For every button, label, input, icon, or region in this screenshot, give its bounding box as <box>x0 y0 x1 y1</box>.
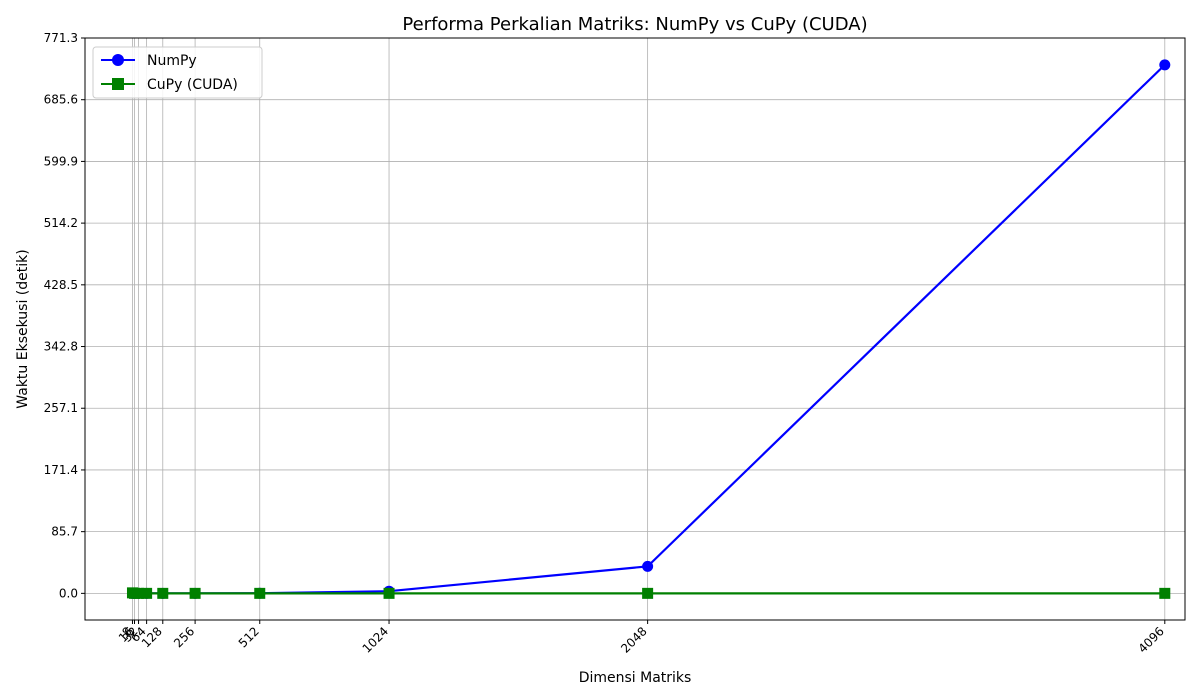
plot-frame <box>84 37 1186 621</box>
legend-cupy-marker <box>112 78 124 90</box>
y-tick-label: 771.3 <box>44 31 78 45</box>
y-tick-label: 85.7 <box>51 525 78 539</box>
legend-numpy-label: NumPy <box>147 53 197 69</box>
legend-cupy-label: CuPy (CUDA) <box>147 77 238 93</box>
data-point-cupy <box>189 587 201 599</box>
y-axis-ticks: 0.0 85.7 171.4 257.1 342.8 428.5 514.2 599.9 685… <box>44 31 85 600</box>
data-point-cupy <box>383 587 395 599</box>
data-point-cupy <box>254 587 266 599</box>
data-point-cupy <box>1159 587 1171 599</box>
legend-box <box>92 46 263 99</box>
data-point-cupy <box>157 587 169 599</box>
data-point-cupy <box>141 587 153 599</box>
y-tick-label: 599.9 <box>44 154 78 168</box>
y-tick-label: 342.8 <box>44 340 78 354</box>
legend: NumPy CuPy (CUDA) <box>92 46 263 99</box>
data-point-numpy <box>642 560 654 572</box>
y-tick-label: 171.4 <box>44 463 78 477</box>
data-point-cupy <box>133 587 145 599</box>
x-tick-label: 1024 <box>360 624 391 655</box>
data-point-numpy <box>1159 59 1171 71</box>
x-tick-label: 512 <box>236 624 262 650</box>
x-axis-label: Dimensi Matriks <box>579 670 692 686</box>
y-tick-label: 0.0 <box>59 586 78 600</box>
y-tick-label: 514.2 <box>44 216 78 230</box>
series-layer <box>126 59 1171 599</box>
x-tick-label: 256 <box>171 624 197 650</box>
data-point-cupy <box>642 587 654 599</box>
plot-background <box>85 38 1185 620</box>
x-tick-label: 4096 <box>1135 624 1166 655</box>
y-tick-label: 257.1 <box>44 401 78 415</box>
chart-title: Performa Perkalian Matriks: NumPy vs CuP… <box>402 14 867 35</box>
series-cupy <box>126 587 1171 599</box>
x-tick-label: 2048 <box>618 624 649 655</box>
y-tick-label: 428.5 <box>44 278 78 292</box>
y-tick-label: 685.6 <box>44 93 78 107</box>
legend-numpy-marker <box>112 54 124 66</box>
y-axis-label: Waktu Eksekusi (detik) <box>15 249 31 408</box>
